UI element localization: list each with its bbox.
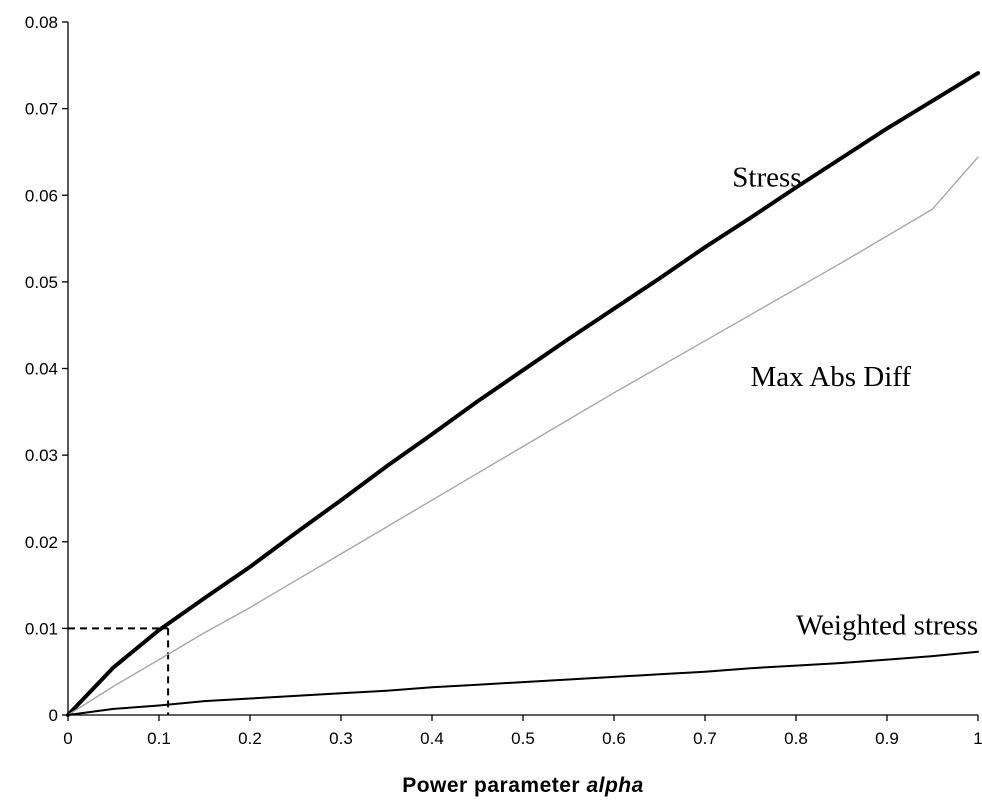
x-axis-label-main: Power parameter: [402, 774, 580, 797]
y-tick-label: 0.03: [25, 446, 58, 465]
y-tick-label: 0.08: [25, 13, 58, 32]
x-tick-label: 0.3: [329, 729, 353, 748]
x-tick-label: 0.5: [511, 729, 535, 748]
series-line-max-abs-diff: [67, 156, 979, 716]
x-tick-label: 0.6: [602, 729, 626, 748]
x-tick-label: 0.1: [147, 729, 171, 748]
y-tick-label: 0.04: [25, 360, 58, 379]
x-ticks: 0 0.1 0.2 0.3 0.4 0.5 0.6 0.7 0.8 0.9 1: [63, 715, 982, 748]
series-label-weighted-stress: Weighted stress: [796, 609, 978, 641]
series-line-weighted-stress: [67, 650, 979, 716]
x-tick-label: 0: [63, 729, 72, 748]
x-axis-label-emphasis: alpha: [586, 774, 643, 797]
series-label-max-abs-diff: Max Abs Diff: [751, 361, 912, 393]
x-tick-label: 0.9: [875, 729, 899, 748]
series-label-stress: Stress: [732, 162, 801, 194]
x-tick-label: 0.8: [784, 729, 808, 748]
x-tick-label: 0.2: [238, 729, 262, 748]
y-tick-label: 0.02: [25, 533, 58, 552]
y-ticks: 0 0.01 0.02 0.03 0.04 0.05 0.06 0.07 0.08: [25, 13, 68, 725]
y-tick-label: 0.06: [25, 186, 58, 205]
y-tick-label: 0.07: [25, 100, 58, 119]
x-tick-label: 0.7: [693, 729, 717, 748]
x-tick-label: 1: [973, 729, 982, 748]
y-tick-label: 0: [49, 706, 58, 725]
y-tick-label: 0.01: [25, 619, 58, 638]
reference-lines: [68, 627, 170, 715]
y-tick-label: 0.05: [25, 273, 58, 292]
series-annotations: Stress Max Abs Diff Weighted stress: [732, 162, 978, 642]
series-lines: [66, 71, 980, 717]
x-axis-label: Power parameter alpha: [402, 774, 644, 797]
series-line-stress: [66, 71, 980, 717]
x-tick-label: 0.4: [420, 729, 444, 748]
